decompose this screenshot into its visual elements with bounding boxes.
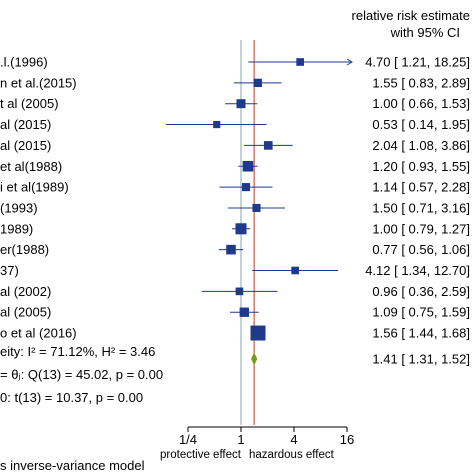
study-weight-box [235,287,244,296]
x-axis: 1/4 1 4 16 [179,426,354,447]
study-label: et al(1988) [0,159,62,174]
study-row: al (2015) 2.04 [ 1.08, 3.86] [0,138,470,153]
ci-value: 0.96 [ 0.36, 2.59] [372,284,470,299]
study-row: 37) 4.12 [ 1.34, 12.70] [0,263,470,278]
study-row: n et al.(2015) 1.55 [ 0.83, 2.89] [0,75,470,90]
heterogeneity-stats: eity: I² = 71.12%, H² = 3.46 = θⱼ: Q(13) … [0,344,163,405]
model-footer: s inverse-variance model [0,458,145,473]
study-weight-box [296,58,304,66]
study-row: al (2015) 0.53 [ 0.14, 1.95] [0,117,470,132]
ci-value: 1.55 [ 0.83, 2.89] [372,75,470,90]
study-weight-box [235,223,247,235]
study-weight-box [291,266,299,275]
study-row: t al (2005) 1.00 [ 0.66, 1.53] [0,96,470,111]
study-label: al (2015) [0,117,51,132]
ci-value: 0.53 [ 0.14, 1.95] [372,117,470,132]
study-weight-box [213,120,221,129]
study-row: al (2002) 0.96 [ 0.36, 2.59] [0,284,470,299]
study-weight-box [250,325,266,341]
study-weight-box [236,99,246,109]
study-weight-box [263,141,273,150]
study-label: er(1988) [0,242,49,257]
study-label: al (2015) [0,138,51,153]
study-label: al (2005) [0,305,51,320]
study-row: i et al(1989) 1.14 [ 0.57, 2.28] [0,180,470,195]
header-line-2: with 95% CI [390,25,460,40]
ci-value: 4.12 [ 1.34, 12.70] [365,263,470,278]
overall-diamond [251,352,258,366]
tick-label: 1/4 [179,432,197,447]
study-row: 1989) 1.00 [ 0.79, 1.27] [0,221,470,236]
study-row: et al(1988) 1.20 [ 0.93, 1.55] [0,159,470,174]
study-label: t al (2005) [0,96,59,111]
ci-value: 1.09 [ 0.75, 1.59] [372,305,470,320]
ci-value: 4.70 [ 1.21, 18.25] [365,55,470,70]
ci-arrow [346,58,353,66]
study-label: n et al.(2015) [0,75,77,90]
tick-label: 1 [237,432,244,447]
study-label: (1993) [0,200,38,215]
ci-value: 1.56 [ 1.44, 1.68] [372,326,470,341]
study-weight-box [242,160,254,172]
study-row: o et al (2016) 1.56 [ 1.44, 1.68] [0,325,470,341]
study-row: (1993) 1.50 [ 0.71, 3.16] [0,200,470,215]
left-axis-label: protective effect [160,449,242,461]
stat-line: eity: I² = 71.12%, H² = 3.46 [0,344,155,359]
ci-value: 1.50 [ 0.71, 3.16] [372,200,470,215]
study-label: i et al(1989) [0,180,69,195]
study-row: er(1988) 0.77 [ 0.56, 1.06] [0,242,470,257]
study-row: .l.(1996) 4.70 [ 1.21, 18.25] [0,55,470,70]
study-weight-box [253,78,262,88]
study-label: .l.(1996) [0,55,48,70]
ci-value: 1.20 [ 0.93, 1.55] [372,159,470,174]
ci-value: 2.04 [ 1.08, 3.86] [372,138,470,153]
tick-label: 4 [290,432,297,447]
study-rows: .l.(1996) 4.70 [ 1.21, 18.25] n et al.(201… [0,55,470,367]
right-axis-label: hazardous effect [249,449,335,461]
ci-value: 0.77 [ 0.56, 1.06] [372,242,470,257]
overall-ci-value: 1.41 [ 1.31, 1.52] [372,351,470,366]
study-weight-box [239,307,249,317]
ci-value: 1.00 [ 0.66, 1.53] [372,96,470,111]
study-label: o et al (2016) [0,326,77,341]
study-label: al (2002) [0,284,51,299]
stat-line: 0: t(13) = 10.37, p = 0.00 [0,390,143,405]
study-label: 1989) [0,221,33,236]
study-weight-box [241,183,251,192]
ci-value: 1.00 [ 0.79, 1.27] [372,221,470,236]
header-line-1: relative risk estimate [352,8,470,23]
stat-line: = θⱼ: Q(13) = 45.02, p = 0.00 [0,367,163,382]
tick-label: 16 [340,432,354,447]
ci-value: 1.14 [ 0.57, 2.28] [372,180,470,195]
study-weight-box [252,203,261,212]
study-label: 37) [0,263,19,278]
study-weight-box [226,244,236,255]
study-row: al (2005) 1.09 [ 0.75, 1.59] [0,305,470,320]
